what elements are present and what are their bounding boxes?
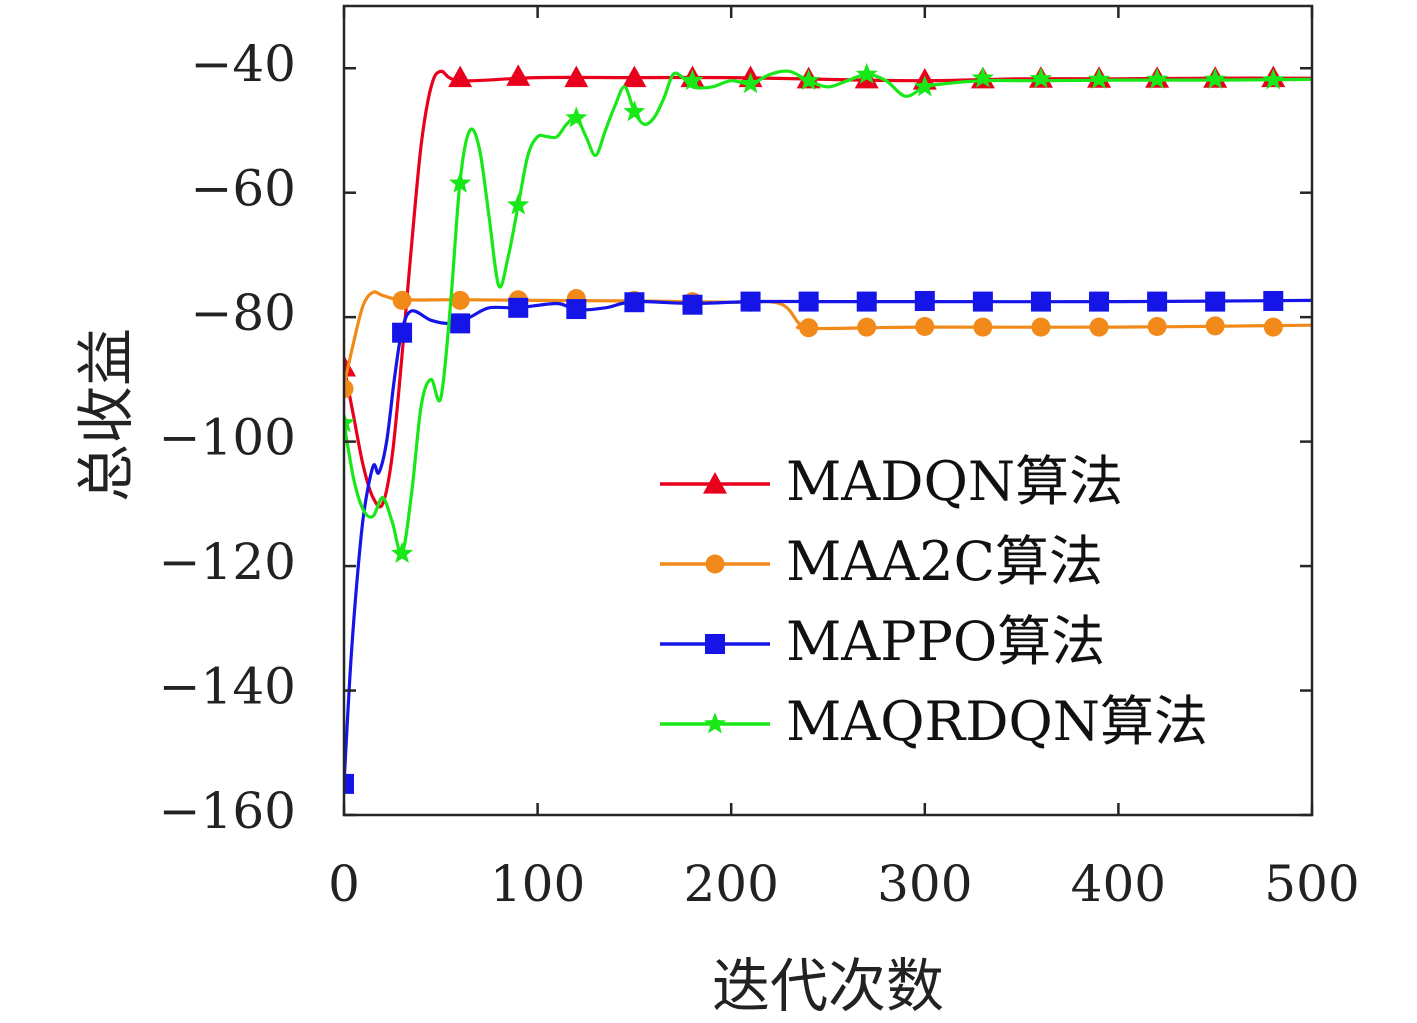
data-point [344,411,356,433]
legend-entry-1: MADQN算法 [660,450,1123,513]
data-point [392,290,412,310]
data-point [1031,317,1051,337]
legend-entry-3: MAPPO算法 [660,610,1105,673]
data-point [392,322,413,343]
data-point [1087,67,1111,89]
y-tick-label: −140 [159,658,296,716]
y-tick-label: −60 [190,160,296,218]
plot-background [344,6,1312,815]
data-point [344,379,354,399]
series-4 [344,62,1312,564]
data-point [855,62,878,84]
x-axis-label: 迭代次数 [712,952,944,1020]
data-point [681,69,704,91]
data-point [623,100,646,122]
legend: MADQN算法 MAA2C算法 MAPPO算法 MAQRDQN算法 [660,450,1208,753]
data-point [1089,317,1109,337]
data-point [566,299,587,320]
data-point [624,292,645,313]
data-point [1204,67,1227,89]
legend-marker [703,472,727,494]
legend-marker [705,554,725,574]
data-point [740,291,761,312]
data-point [973,317,993,337]
data-point [971,66,994,88]
data-point [1262,68,1285,90]
data-point [1147,291,1168,312]
legend-label: MADQN算法 [786,450,1123,513]
data-point [450,290,470,310]
data-point [448,65,473,88]
data-point [449,171,472,193]
data-point [565,106,588,128]
y-axis-label: 总收益 [72,328,140,502]
y-tick-label: −40 [190,35,296,93]
legend-marker [705,634,725,654]
data-point [913,75,936,97]
data-point [1029,67,1053,89]
data-point [506,64,531,86]
data-point [682,294,703,315]
x-tick-label: 500 [1264,855,1359,913]
data-point [798,291,819,312]
x-tick-label: 200 [683,855,778,913]
data-point [1263,290,1284,311]
data-point [390,541,414,564]
legend-entry-4: MAQRDQN算法 [660,690,1208,753]
legend-marker [703,712,727,734]
data-point [344,773,354,794]
ticks-layer: 0 100 200 300 400 500 −40 −60 −80 −100 −120 −140 −16… [159,6,1360,913]
data-point [797,69,820,91]
data-point [508,297,529,318]
data-point [856,291,877,312]
data-point [915,316,935,336]
x-tick-label: 100 [490,855,585,913]
data-point [1263,317,1283,337]
legend-label: MAPPO算法 [786,610,1105,673]
legend-entry-2: MAA2C算法 [660,530,1103,593]
series-2 [344,288,1312,399]
axes-frame [342,4,1314,817]
data-point [1147,316,1167,336]
y-tick-label: −80 [190,284,296,342]
data-point [972,291,993,312]
y-tick-label: −160 [159,782,296,840]
data-point [1205,291,1226,312]
data-point [914,290,935,311]
x-tick-label: 0 [328,855,360,913]
y-tick-label: −120 [159,533,296,591]
data-point [564,65,589,88]
series-3 [344,290,1312,794]
data-point [1146,67,1169,89]
data-point [1089,291,1110,312]
axes-box [342,4,1314,817]
legend-label: MAA2C算法 [786,530,1103,593]
plot-area [344,6,1312,815]
legend-label: MAQRDQN算法 [786,690,1208,753]
data-point [622,65,647,88]
x-tick-label: 300 [877,855,972,913]
data-point [450,313,471,334]
series-line [344,298,1312,784]
data-point [1030,291,1051,312]
data-point [507,193,530,215]
series-line [344,69,1312,509]
data-point [739,72,762,94]
series-layer [344,62,1312,794]
x-tick-label: 400 [1071,855,1166,913]
data-point [799,318,819,338]
data-point [1205,316,1225,336]
y-tick-label: −100 [159,409,296,467]
data-point [857,317,877,337]
